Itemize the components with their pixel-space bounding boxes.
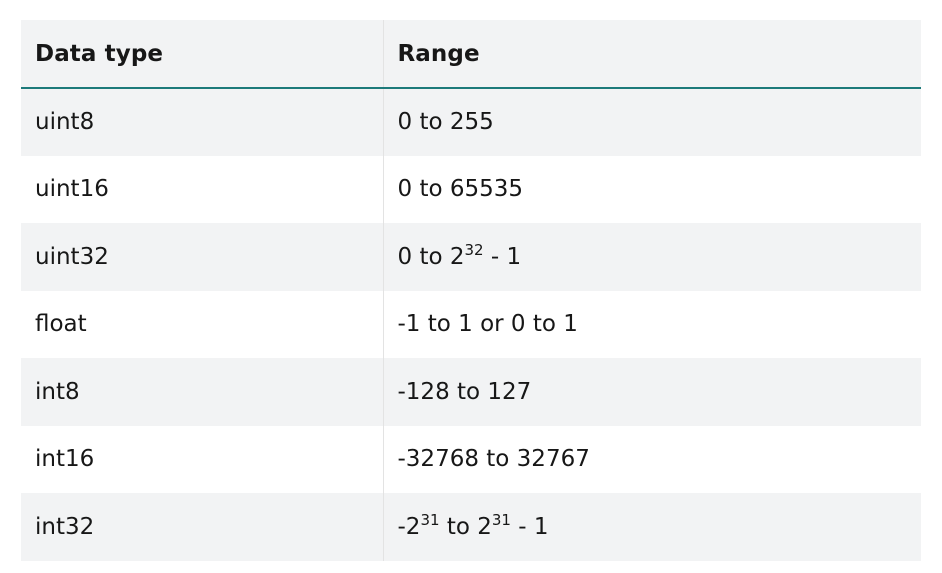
header-data-type: Data type [21, 20, 383, 89]
range-text: -32768 to 32767 [397, 446, 590, 473]
cell-data-type: uint8 [35, 109, 95, 136]
header-row: Data type Range [21, 20, 921, 89]
cell-range: -128 to 127 [382, 358, 921, 426]
range-text: 0 to 255 [397, 109, 494, 136]
table-row: uint8 0 to 255 [21, 88, 921, 156]
header-range: Range [382, 20, 921, 89]
cell-range: 0 to 65535 [382, 155, 921, 223]
table-row: float -1 to 1 or 0 to 1 [21, 290, 921, 358]
cell-data-type: uint32 [35, 243, 109, 270]
range-exponent: 31 [491, 510, 511, 529]
range-text: 0 to 65535 [397, 176, 524, 203]
range-text: - 1 [510, 513, 549, 540]
range-text: -128 to 127 [397, 378, 532, 405]
table-row: int32 -231 to 231 - 1 [21, 493, 921, 561]
table-body: uint8 0 to 255 uint16 0 to 65535 uint32 … [21, 88, 921, 561]
cell-range: 0 to 255 [382, 88, 921, 156]
cell-data-type: uint16 [35, 176, 109, 203]
data-type-table-container: Data type Range uint8 0 to 255 uint16 0 … [21, 20, 921, 561]
range-exponent: 31 [420, 510, 440, 529]
table-row: uint32 0 to 232 - 1 [21, 223, 921, 291]
cell-range: -1 to 1 or 0 to 1 [382, 290, 921, 358]
table-header: Data type Range [21, 20, 921, 89]
table-row: uint16 0 to 65535 [21, 155, 921, 223]
table-row: int16 -32768 to 32767 [21, 425, 921, 493]
cell-range: 0 to 232 - 1 [382, 223, 921, 291]
range-text: -2 [397, 513, 421, 540]
range-exponent: 32 [464, 240, 484, 259]
cell-data-type: int8 [35, 378, 80, 405]
cell-data-type: int16 [35, 446, 95, 473]
data-type-range-table: Data type Range uint8 0 to 255 uint16 0 … [21, 20, 921, 561]
range-text: to 2 [439, 513, 492, 540]
range-text: -1 to 1 or 0 to 1 [397, 311, 578, 338]
range-text: - 1 [483, 243, 522, 270]
cell-data-type: float [35, 311, 87, 338]
cell-range: -32768 to 32767 [382, 425, 921, 493]
table-row: int8 -128 to 127 [21, 358, 921, 426]
cell-range: -231 to 231 - 1 [382, 493, 921, 561]
range-text: 0 to 2 [397, 243, 465, 270]
cell-data-type: int32 [35, 513, 95, 540]
